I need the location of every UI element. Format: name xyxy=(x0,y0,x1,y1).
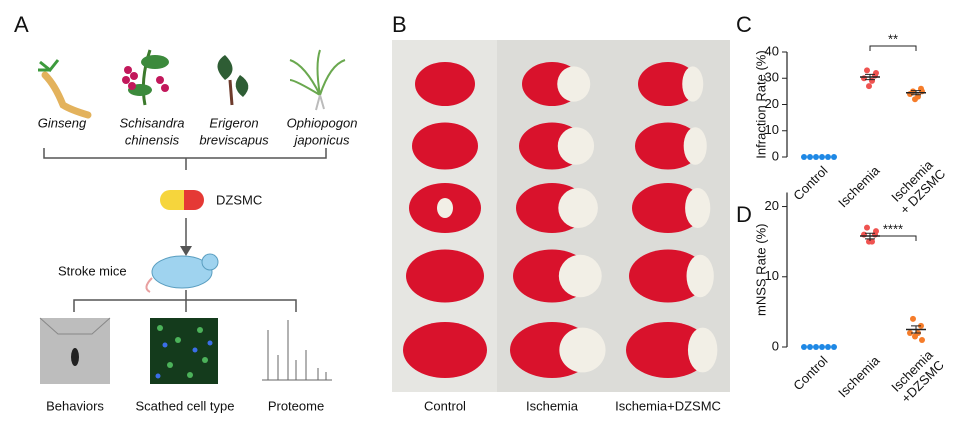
infarct xyxy=(683,127,707,165)
significance-bracket xyxy=(869,45,917,51)
data-point xyxy=(807,154,813,160)
infarct xyxy=(558,188,598,228)
data-point xyxy=(912,333,918,340)
data-point xyxy=(912,96,918,103)
significance: **** xyxy=(883,221,903,236)
herb-name: Ophiopogon xyxy=(287,115,358,130)
y-tick-label: 0 xyxy=(772,148,779,163)
herb-name: Ginseng xyxy=(38,115,87,130)
x-tick-label: Ischemia+DZSMC xyxy=(888,347,947,406)
assay-label: Proteome xyxy=(268,398,324,413)
infarct xyxy=(558,254,602,298)
herb-name: japonicus xyxy=(293,132,350,147)
data-point xyxy=(861,75,867,82)
x-tick-label: Ischemia xyxy=(835,162,883,210)
panel-label: B xyxy=(392,12,407,37)
model-label: Stroke mice xyxy=(58,263,127,278)
group-label: Ischemia+DZSMC xyxy=(615,398,721,413)
data-point xyxy=(907,329,913,336)
y-tick-label: 40 xyxy=(765,43,779,58)
brain-slice xyxy=(406,249,484,303)
error-bar xyxy=(911,325,921,334)
infarct xyxy=(682,66,704,102)
brain-slice xyxy=(403,322,487,378)
data-point xyxy=(866,83,872,90)
y-axis-label: Infraction Rate (%) xyxy=(753,50,768,158)
data-point xyxy=(873,228,879,235)
infarct xyxy=(559,327,606,373)
data-point xyxy=(813,154,819,160)
infarct xyxy=(687,327,718,373)
error-bar xyxy=(865,73,875,81)
x-tick-label: Ischemia xyxy=(835,352,883,400)
significance: ** xyxy=(888,31,898,46)
data-point xyxy=(801,344,807,350)
herb-name: Schisandra xyxy=(119,115,184,130)
brain-slice xyxy=(415,62,475,106)
data-point xyxy=(919,88,925,95)
infarct xyxy=(557,127,595,165)
assay-label: Behaviors xyxy=(46,398,104,413)
group-label: Ischemia xyxy=(526,398,579,413)
pill xyxy=(160,190,204,210)
data-point xyxy=(819,154,825,160)
error-bar xyxy=(911,90,921,96)
panel-label: C xyxy=(736,12,752,37)
data-point xyxy=(910,315,916,322)
infarct xyxy=(557,66,591,102)
y-tick-label: 20 xyxy=(765,96,779,111)
significance-bracket xyxy=(869,235,917,241)
data-point xyxy=(813,344,819,350)
brain-slice xyxy=(412,122,478,170)
herb-name: chinensis xyxy=(125,132,180,147)
herb-name: breviscapus xyxy=(199,132,269,147)
y-tick-label: 30 xyxy=(765,70,779,85)
mouse-icon xyxy=(145,253,219,293)
y-axis-label: mNSS Rate (%) xyxy=(753,224,768,316)
herb-icons xyxy=(38,49,346,119)
drug-label: DZSMC xyxy=(216,192,262,207)
assay-label: Scathed cell type xyxy=(135,398,234,413)
data-point xyxy=(919,336,925,343)
panel-label: A xyxy=(14,12,29,37)
data-point xyxy=(825,344,831,350)
y-tick-label: 20 xyxy=(765,198,779,213)
x-tick-label: Control xyxy=(790,353,830,393)
brain-slice xyxy=(626,322,710,378)
x-tick-label: Control xyxy=(790,163,830,203)
data-point xyxy=(864,67,870,74)
data-point xyxy=(831,344,837,350)
data-point xyxy=(819,344,825,350)
data-point xyxy=(873,70,879,76)
herb-name: Erigeron xyxy=(209,115,258,130)
y-tick-label: 10 xyxy=(765,268,779,283)
data-point xyxy=(807,344,813,350)
y-tick-label: 10 xyxy=(765,122,779,137)
data-point xyxy=(907,91,913,97)
data-point xyxy=(864,224,870,231)
infarct xyxy=(686,254,714,298)
proteome-image xyxy=(262,320,332,381)
y-tick-label: 0 xyxy=(772,338,779,353)
brain-slices xyxy=(403,62,718,378)
infarct xyxy=(685,188,711,228)
brain-slice xyxy=(635,122,701,170)
brain-slice xyxy=(638,62,698,106)
data-point xyxy=(825,154,831,160)
brain-slice xyxy=(632,183,704,233)
bracket xyxy=(73,290,297,312)
data-point xyxy=(866,238,872,245)
ventricle xyxy=(437,198,453,218)
x-tick-label: Ischemia+ DZSMC xyxy=(887,156,949,218)
bracket xyxy=(43,148,327,170)
group-label: Control xyxy=(424,398,466,413)
data-point xyxy=(831,154,837,160)
brain-slice xyxy=(629,249,707,303)
panel-label: D xyxy=(736,202,752,227)
arrow-head xyxy=(180,246,192,256)
data-point xyxy=(801,154,807,160)
